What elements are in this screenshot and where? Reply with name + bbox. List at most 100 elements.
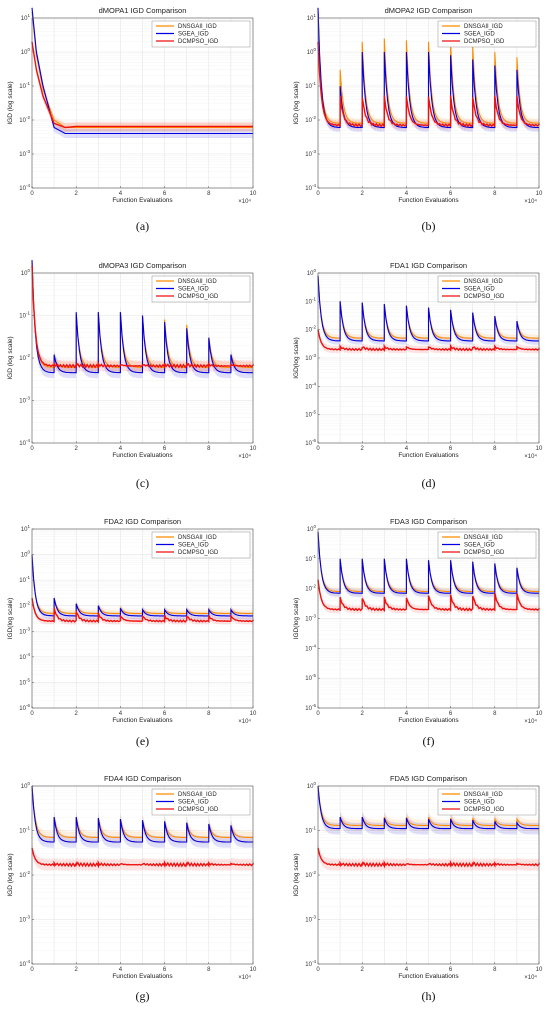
chart-panel-h: 0 2 4 6 8 10 10-4 10-3 10-2 10-1 100 FDA5 IGD Compa… <box>293 774 543 1003</box>
legend-label: DNSGAII_IGD <box>464 279 503 285</box>
x-tick-label: 8 <box>207 711 211 717</box>
band-dcmpso_igd <box>318 326 539 354</box>
y-tick-label: 10-4 <box>305 959 316 968</box>
x-tick-label: 10 <box>250 967 257 973</box>
chart-title: FDA4 IGD Comparison <box>104 774 181 783</box>
y-tick-label: 10-2 <box>19 601 30 610</box>
y-tick-label: 10-2 <box>19 870 30 879</box>
series-line-dcmpso_igd <box>317 41 540 129</box>
series-line-sgea_igd <box>317 785 540 830</box>
chart-panel-b: 0 2 4 6 8 10 10-4 10-3 10-2 10-1 100 101 dMOPA2 IGD … <box>293 3 543 233</box>
x-tick-label: 4 <box>119 967 123 973</box>
y-tick-label: 101 <box>21 524 31 533</box>
x-multiplier: ×10⁴ <box>524 198 537 205</box>
y-tick-label: 100 <box>307 47 317 56</box>
panel-caption: (c) <box>136 476 149 490</box>
panel-caption: (d) <box>422 476 436 490</box>
chart-title: dMOPA3 IGD Comparison <box>99 261 187 270</box>
y-tick-label: 10-3 <box>19 396 30 405</box>
chart-title: FDA5 IGD Comparison <box>390 774 467 783</box>
y-tick-label: 10-3 <box>19 626 30 635</box>
y-tick-label: 10-6 <box>305 438 316 447</box>
legend-label: DCMPSO_IGD <box>178 550 219 556</box>
y-tick-label: 10-3 <box>305 614 316 623</box>
y-tick-label: 10-1 <box>305 81 316 90</box>
x-tick-label: 6 <box>163 967 167 973</box>
x-tick-label: 0 <box>30 446 34 452</box>
x-tick-label: 8 <box>493 446 497 452</box>
x-axis-label: Function Evaluations <box>398 717 459 724</box>
x-tick-label: 2 <box>361 711 365 717</box>
x-tick-label: 6 <box>449 446 453 452</box>
y-tick-label: 10-6 <box>305 703 316 712</box>
x-tick-label: 8 <box>207 191 211 197</box>
y-tick-label: 100 <box>307 268 317 277</box>
chart-title: dMOPA1 IGD Comparison <box>99 6 187 15</box>
x-tick-label: 4 <box>405 191 409 197</box>
y-tick-label: 10-3 <box>305 149 316 158</box>
legend-label: DNSGAII_IGD <box>178 792 217 798</box>
band-dcmpso_igd <box>32 594 253 626</box>
chart-title: FDA2 IGD Comparison <box>104 517 181 526</box>
x-axis-label: Function Evaluations <box>112 973 173 980</box>
x-tick-label: 2 <box>361 967 365 973</box>
panel-caption: (b) <box>422 219 436 233</box>
band-dnsgaii_igd <box>318 272 539 342</box>
band-dcmpso_igd <box>318 575 539 615</box>
y-tick-label: 10-1 <box>305 554 316 563</box>
x-tick-label: 4 <box>119 446 123 452</box>
panel-caption: (a) <box>136 219 149 233</box>
x-tick-label: 8 <box>207 446 211 452</box>
y-tick-label: 10-4 <box>305 643 316 652</box>
y-tick-label: 10-4 <box>305 183 316 192</box>
x-tick-label: 6 <box>163 711 167 717</box>
y-tick-label: 10-1 <box>19 826 30 835</box>
x-tick-label: 6 <box>449 191 453 197</box>
panel-caption: (f) <box>423 734 435 748</box>
x-tick-label: 10 <box>536 191 543 197</box>
x-multiplier: ×10⁴ <box>238 453 251 460</box>
series-line-dcmpso_igd <box>317 848 540 869</box>
x-tick-label: 6 <box>449 711 453 717</box>
y-tick-label: 10-3 <box>19 915 30 924</box>
y-tick-label: 100 <box>21 781 31 790</box>
y-axis-label: IGD (log scale) <box>7 81 14 124</box>
legend-label: DCMPSO_IGD <box>464 807 505 813</box>
x-tick-label: 2 <box>75 711 79 717</box>
x-tick-label: 6 <box>449 967 453 973</box>
legend-label: SGEA_IGD <box>464 287 495 293</box>
y-tick-label: 101 <box>307 13 317 22</box>
x-tick-label: 8 <box>493 967 497 973</box>
x-axis-label: Function Evaluations <box>112 197 173 204</box>
band-dnsgaii_igd <box>32 254 253 373</box>
legend-label: DCMPSO_IGD <box>464 294 505 300</box>
x-axis-label: Function Evaluations <box>112 717 173 724</box>
x-tick-label: 4 <box>405 967 409 973</box>
series-line-sgea_igd <box>31 260 253 374</box>
chart-title: FDA3 IGD Comparison <box>390 517 467 526</box>
plot-frame <box>317 17 540 189</box>
y-axis-label: IGD(log scale) <box>7 598 14 640</box>
chart-panel-a: 0 2 4 6 8 10 10-4 10-3 10-2 10-1 100 101 dMOPA1 IGD … <box>7 3 257 233</box>
x-tick-label: 2 <box>361 446 365 452</box>
x-tick-label: 8 <box>493 191 497 197</box>
y-tick-label: 10-4 <box>19 959 30 968</box>
x-tick-label: 0 <box>316 446 320 452</box>
x-tick-label: 0 <box>30 711 34 717</box>
x-tick-label: 2 <box>75 446 79 452</box>
chart-panel-c: 0 2 4 6 8 10 10-4 10-3 10-2 10-1 100 dMOPA3 IGD Com… <box>7 254 257 490</box>
y-axis-label: IGD (log scale) <box>7 336 14 379</box>
y-tick-label: 10-2 <box>19 115 30 124</box>
series-line-dcmpso_igd <box>317 329 540 352</box>
y-tick-label: 10-2 <box>305 115 316 124</box>
x-multiplier: ×10⁴ <box>238 718 251 725</box>
x-tick-label: 2 <box>75 967 79 973</box>
plot-frame <box>31 17 254 189</box>
chart-panel-d: 0 2 4 6 8 10 10-6 10-5 10-4 10-3 10-2 10-1 100 FDA1 I… <box>293 261 543 490</box>
y-tick-label: 10-3 <box>19 149 30 158</box>
panel-caption: (e) <box>136 734 149 748</box>
x-tick-label: 4 <box>119 191 123 197</box>
y-axis-label: IGD (log scale) <box>293 81 300 124</box>
y-tick-label: 100 <box>21 47 31 56</box>
